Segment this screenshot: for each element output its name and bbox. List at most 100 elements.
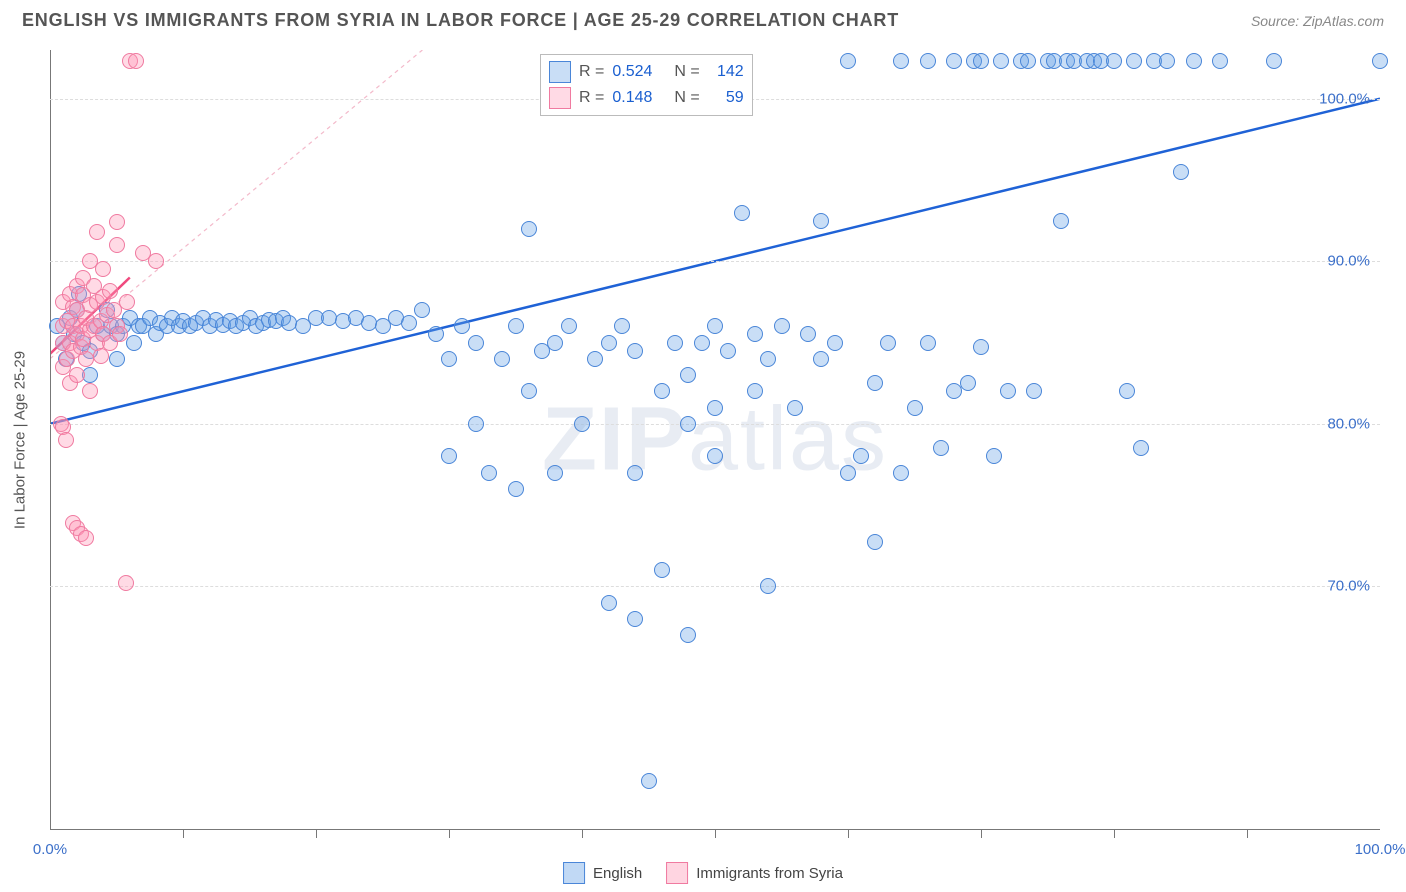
legend-label: English <box>593 865 642 882</box>
scatter-point <box>78 530 94 546</box>
scatter-point <box>993 53 1009 69</box>
scatter-point <box>561 318 577 334</box>
scatter-point <box>468 416 484 432</box>
scatter-point <box>720 343 736 359</box>
scatter-point <box>119 294 135 310</box>
scatter-point <box>867 534 883 550</box>
scatter-point <box>1159 53 1175 69</box>
scatter-point <box>78 351 94 367</box>
scatter-point <box>401 315 417 331</box>
stats-row: R =0.524N =142 <box>549 59 744 85</box>
scatter-point <box>441 448 457 464</box>
scatter-point <box>813 351 829 367</box>
scatter-point <box>893 53 909 69</box>
n-label: N = <box>674 63 699 81</box>
scatter-point <box>58 432 74 448</box>
scatter-point <box>986 448 1002 464</box>
plot-area: ZIPatlas 70.0%80.0%90.0%100.0%0.0%100.0% <box>50 50 1380 830</box>
chart-source: Source: ZipAtlas.com <box>1251 13 1384 29</box>
scatter-point <box>707 318 723 334</box>
y-tick-label: 70.0% <box>1327 578 1370 595</box>
scatter-point <box>840 53 856 69</box>
scatter-point <box>933 440 949 456</box>
scatter-point <box>880 335 896 351</box>
x-tick <box>449 830 450 838</box>
scatter-point <box>694 335 710 351</box>
legend: English Immigrants from Syria <box>563 862 843 884</box>
correlation-stats-box: R =0.524N =142R =0.148N =59 <box>540 54 753 116</box>
scatter-point <box>574 416 590 432</box>
scatter-point <box>827 335 843 351</box>
scatter-point <box>920 335 936 351</box>
scatter-point <box>627 611 643 627</box>
scatter-point <box>112 326 128 342</box>
scatter-point <box>428 326 444 342</box>
scatter-point <box>521 221 537 237</box>
scatter-point <box>1266 53 1282 69</box>
scatter-point <box>1133 440 1149 456</box>
scatter-point <box>1173 164 1189 180</box>
scatter-point <box>102 283 118 299</box>
x-tick <box>715 830 716 838</box>
scatter-point <box>109 237 125 253</box>
x-tick <box>1114 830 1115 838</box>
x-tick-label-left: 0.0% <box>33 841 67 858</box>
scatter-point <box>654 383 670 399</box>
scatter-point <box>800 326 816 342</box>
scatter-point <box>1106 53 1122 69</box>
scatter-point <box>973 339 989 355</box>
scatter-point <box>126 335 142 351</box>
scatter-point <box>148 253 164 269</box>
n-value: 59 <box>708 89 744 107</box>
scatter-point <box>1126 53 1142 69</box>
scatter-point <box>654 562 670 578</box>
stats-row: R =0.148N =59 <box>549 85 744 111</box>
legend-item: Immigrants from Syria <box>666 862 843 884</box>
scatter-point <box>973 53 989 69</box>
y-tick-label: 80.0% <box>1327 415 1370 432</box>
scatter-point <box>1020 53 1036 69</box>
n-label: N = <box>674 89 699 107</box>
scatter-point <box>907 400 923 416</box>
scatter-point <box>627 343 643 359</box>
scatter-point <box>641 773 657 789</box>
scatter-point <box>508 481 524 497</box>
scatter-point <box>853 448 869 464</box>
scatter-point <box>747 326 763 342</box>
scatter-point <box>441 351 457 367</box>
scatter-point <box>1372 53 1388 69</box>
scatter-point <box>707 448 723 464</box>
r-label: R = <box>579 63 604 81</box>
y-tick-label: 100.0% <box>1319 90 1370 107</box>
scatter-point <box>69 367 85 383</box>
n-value: 142 <box>708 63 744 81</box>
scatter-point <box>414 302 430 318</box>
scatter-point <box>774 318 790 334</box>
x-tick <box>183 830 184 838</box>
scatter-point <box>468 335 484 351</box>
scatter-point <box>128 53 144 69</box>
y-axis-label: In Labor Force | Age 25-29 <box>12 351 29 529</box>
scatter-point <box>118 575 134 591</box>
scatter-point <box>82 383 98 399</box>
scatter-point <box>89 224 105 240</box>
scatter-point <box>667 335 683 351</box>
scatter-point <box>680 367 696 383</box>
scatter-point <box>547 335 563 351</box>
scatter-point <box>627 465 643 481</box>
scatter-point <box>508 318 524 334</box>
scatter-point <box>680 416 696 432</box>
scatter-point <box>867 375 883 391</box>
scatter-point <box>601 595 617 611</box>
x-tick <box>1247 830 1248 838</box>
scatter-point <box>1186 53 1202 69</box>
legend-swatch <box>563 862 585 884</box>
r-value: 0.148 <box>612 89 666 107</box>
scatter-point <box>547 465 563 481</box>
scatter-point <box>1212 53 1228 69</box>
series-swatch <box>549 61 571 83</box>
scatter-point <box>760 351 776 367</box>
scatter-point <box>760 578 776 594</box>
scatter-point <box>454 318 470 334</box>
grid-line <box>50 586 1380 587</box>
